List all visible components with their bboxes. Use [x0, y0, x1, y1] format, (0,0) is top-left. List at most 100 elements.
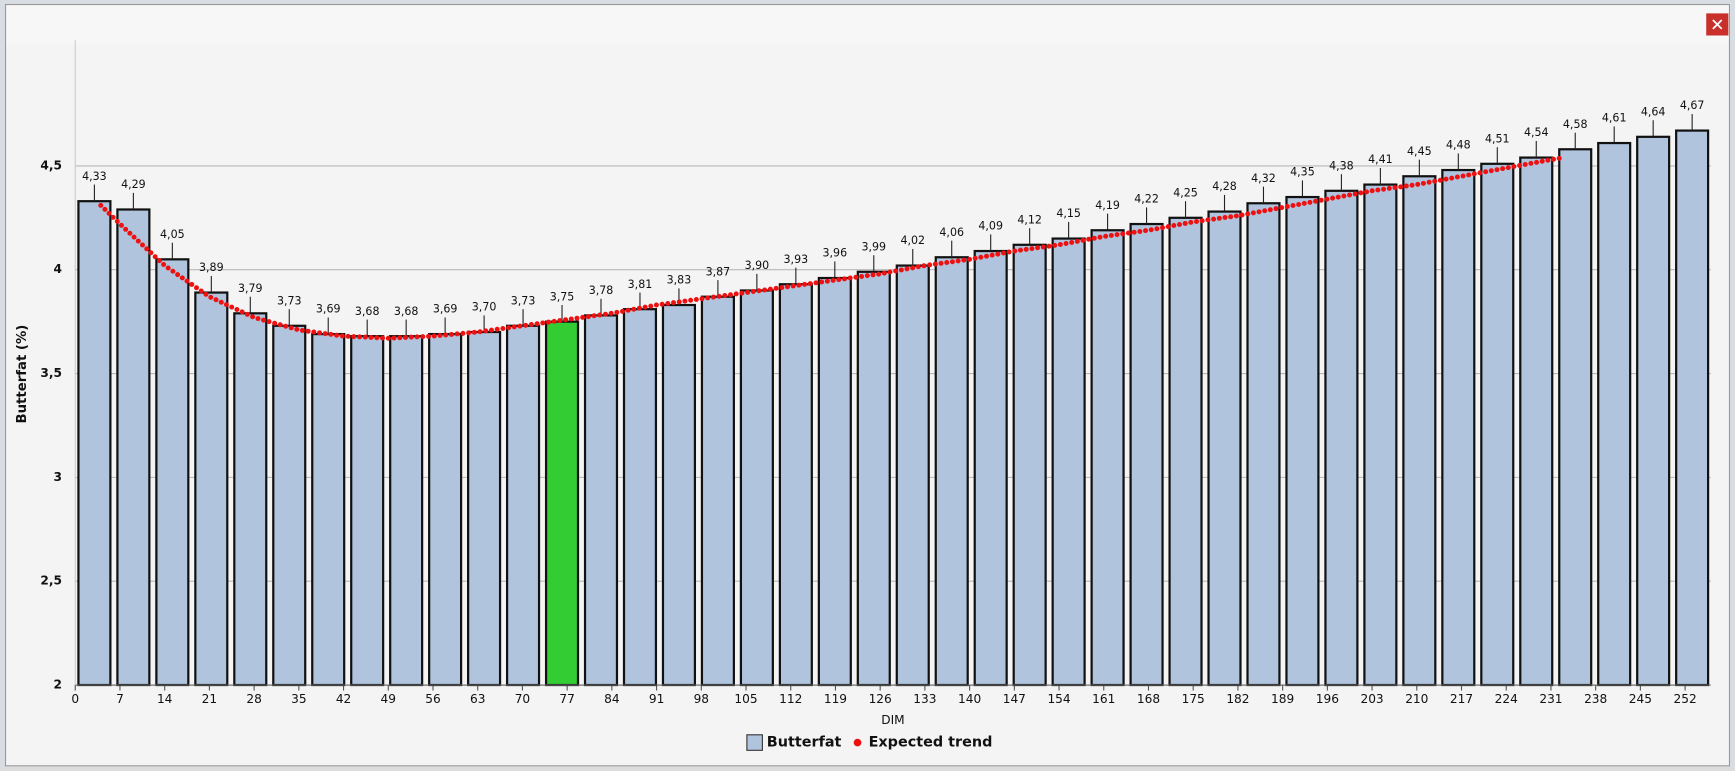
- x-tick-label: 238: [1584, 692, 1607, 706]
- value-label: 4,22: [1134, 193, 1159, 206]
- value-label: 3,78: [589, 284, 614, 297]
- close-button[interactable]: [1706, 13, 1729, 36]
- x-axis-label: DIM: [881, 713, 904, 727]
- bar: [700, 295, 735, 687]
- y-tick-label: 4: [53, 262, 61, 276]
- bar: [583, 314, 619, 687]
- bar: [1168, 216, 1203, 687]
- bar: [973, 249, 1008, 687]
- bar: [311, 332, 346, 687]
- x-tick-label: 14: [157, 692, 173, 706]
- x-tick-label: 196: [1316, 692, 1339, 706]
- x-tick-label: 217: [1450, 692, 1473, 706]
- value-label: 4,45: [1407, 145, 1432, 158]
- value-label: 4,51: [1485, 132, 1510, 145]
- value-label: 3,68: [394, 305, 419, 318]
- bar: [1012, 243, 1047, 687]
- bar: [1441, 168, 1476, 687]
- bar: [1051, 237, 1086, 687]
- x-tick-label: 105: [734, 692, 757, 706]
- value-label: 4,19: [1095, 199, 1120, 212]
- bar: [389, 335, 424, 687]
- value-label: 4,54: [1524, 126, 1549, 139]
- value-label: 3,96: [823, 247, 848, 260]
- value-label: 4,29: [121, 178, 146, 191]
- x-tick-label: 112: [779, 692, 802, 706]
- x-tick-label: 77: [559, 692, 574, 706]
- bar: [233, 312, 268, 687]
- y-tick-label: 2: [53, 678, 61, 692]
- bar: [194, 291, 229, 687]
- bar: [272, 324, 307, 687]
- value-label: 3,87: [706, 265, 731, 278]
- x-tick-label: 126: [869, 692, 892, 706]
- bar: [739, 289, 774, 687]
- value-label: 3,73: [277, 294, 302, 307]
- legend-swatch: [853, 738, 862, 747]
- value-label: 3,73: [511, 294, 536, 307]
- bar: [1324, 189, 1359, 687]
- x-tick-label: 70: [515, 692, 530, 706]
- bar: [1090, 229, 1125, 687]
- bar: [155, 258, 190, 687]
- bar: [1402, 175, 1437, 687]
- value-label: 3,69: [316, 303, 341, 316]
- value-label: 4,67: [1680, 99, 1705, 112]
- x-tick-label: 161: [1092, 692, 1115, 706]
- bar: [1480, 162, 1515, 687]
- value-label: 4,25: [1173, 186, 1198, 199]
- x-tick-label: 168: [1137, 692, 1160, 706]
- bar: [350, 335, 385, 687]
- value-label: 3,70: [472, 301, 497, 314]
- value-label: 4,06: [939, 226, 964, 239]
- x-tick-label: 56: [425, 692, 440, 706]
- value-label: 3,99: [861, 240, 886, 253]
- x-tick-label: 147: [1003, 692, 1026, 706]
- bar: [1636, 135, 1671, 687]
- value-label: 4,64: [1641, 105, 1666, 118]
- plot: 2 2,5 3 3,5 4 4,5 0 7 14 21 28 35 42 49 56 63 70 77 84 91 98…: [40, 39, 1711, 751]
- legend-label: Expected trend: [869, 735, 993, 751]
- bar: [1363, 183, 1398, 687]
- value-label: 4,48: [1446, 139, 1471, 152]
- x-tick-label: 28: [246, 692, 261, 706]
- bar: [778, 283, 813, 687]
- x-tick-label: 84: [604, 692, 620, 706]
- x-tick-label: 154: [1047, 692, 1070, 706]
- bar: [934, 256, 969, 687]
- x-tick-label: 91: [649, 692, 664, 706]
- value-label: 3,69: [433, 303, 458, 316]
- legend-label: Butterfat: [767, 735, 842, 751]
- value-label: 4,02: [900, 234, 925, 247]
- y-tick-label: 3: [53, 470, 61, 484]
- value-label: 4,09: [978, 220, 1003, 233]
- value-label: 4,33: [82, 170, 107, 183]
- bar: [1129, 222, 1164, 687]
- value-label: 3,90: [745, 259, 770, 272]
- value-label: 3,81: [628, 278, 653, 291]
- x-tick-label: 231: [1539, 692, 1562, 706]
- value-label: 3,89: [199, 261, 224, 274]
- value-label: 4,05: [160, 228, 185, 241]
- x-tick-label: 133: [913, 692, 936, 706]
- bar: [817, 276, 852, 687]
- close-icon[interactable]: [1712, 19, 1723, 30]
- x-tick-label: 7: [116, 692, 124, 706]
- value-label: 3,83: [667, 274, 692, 287]
- value-label: 4,58: [1563, 118, 1588, 131]
- bar: [77, 200, 112, 687]
- x-tick-label: 175: [1182, 692, 1205, 706]
- bar: [856, 270, 891, 687]
- trend-line: [98, 155, 1567, 341]
- x-tick-label: 189: [1271, 692, 1294, 706]
- x-tick-label: 182: [1226, 692, 1249, 706]
- value-label: 4,38: [1329, 159, 1354, 172]
- x-tick-label: 21: [202, 692, 217, 706]
- bar: [116, 208, 151, 687]
- value-label: 4,61: [1602, 112, 1627, 125]
- value-label: 3,79: [238, 282, 263, 295]
- value-label: 4,15: [1056, 207, 1081, 220]
- y-tick-label: 2,5: [40, 574, 62, 588]
- value-label: 4,32: [1251, 172, 1276, 185]
